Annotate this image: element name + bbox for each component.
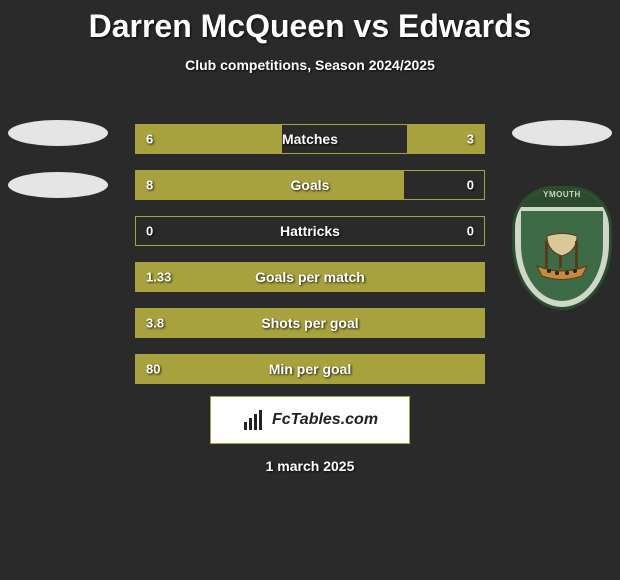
bar-label: Goals per match <box>255 269 365 285</box>
bar-row: Goals 8 0 <box>135 170 485 200</box>
logo-text: FcTables.com <box>272 411 378 429</box>
bar-left-value: 8 <box>146 178 153 193</box>
date-label: 1 march 2025 <box>0 458 620 474</box>
placeholder-ellipse <box>512 120 612 146</box>
bar-chart-icon <box>242 408 266 432</box>
bar-label: Goals <box>291 177 330 193</box>
bar-row: Goals per match 1.33 <box>135 262 485 292</box>
club-crest: YMOUTH <box>512 186 612 310</box>
bar-label: Shots per goal <box>261 315 358 331</box>
bar-row: Min per goal 80 <box>135 354 485 384</box>
bar-label: Min per goal <box>269 361 351 377</box>
bar-left-value: 6 <box>146 132 153 147</box>
bar-right-value: 0 <box>467 178 474 193</box>
page-title: Darren McQueen vs Edwards <box>0 0 620 45</box>
placeholder-ellipse <box>8 120 108 146</box>
bar-left-value: 1.33 <box>146 270 171 285</box>
bar-left-value: 80 <box>146 362 160 377</box>
bar-left-fill <box>136 171 404 199</box>
fctables-logo: FcTables.com <box>210 396 410 444</box>
crest-ship-icon <box>521 211 603 301</box>
bar-right-value: 3 <box>467 132 474 147</box>
bar-left-fill <box>136 125 282 153</box>
comparison-bars: Matches63Goals80Hattricks00Goals per mat… <box>135 124 485 400</box>
left-player-badges <box>8 120 108 224</box>
bar-right-value: 0 <box>467 224 474 239</box>
placeholder-ellipse <box>8 172 108 198</box>
bar-row: Matches 6 3 <box>135 124 485 154</box>
crest-top-text: YMOUTH <box>515 190 609 199</box>
bar-row: Shots per goal 3.8 <box>135 308 485 338</box>
bar-label: Matches <box>282 131 338 147</box>
right-player-badges: YMOUTH <box>512 120 612 310</box>
bar-label: Hattricks <box>280 223 340 239</box>
bar-left-value: 0 <box>146 224 153 239</box>
subtitle: Club competitions, Season 2024/2025 <box>0 57 620 73</box>
bar-row: Hattricks 0 0 <box>135 216 485 246</box>
bar-left-value: 3.8 <box>146 316 164 331</box>
